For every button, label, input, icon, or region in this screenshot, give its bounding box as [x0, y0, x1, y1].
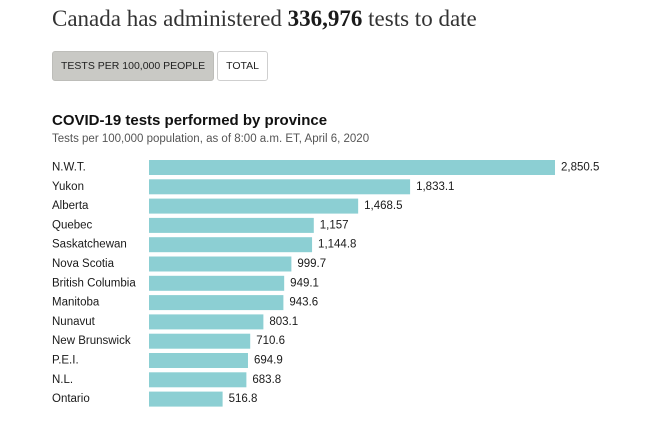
value-label: 803.1	[269, 316, 298, 328]
category-label: Manitoba	[52, 297, 100, 309]
value-label: 999.7	[297, 258, 326, 270]
bar[interactable]	[149, 179, 411, 195]
bar[interactable]	[149, 275, 285, 291]
value-label: 1,833.1	[416, 181, 454, 193]
bar[interactable]	[149, 314, 264, 330]
value-label: 943.6	[289, 297, 318, 309]
bar[interactable]	[149, 198, 359, 214]
headline: Canada has administered 336,976 tests to…	[52, 6, 477, 32]
value-label: 949.1	[290, 277, 319, 289]
value-label: 694.9	[254, 355, 283, 367]
bar[interactable]	[149, 391, 223, 407]
category-label: N.W.T.	[52, 162, 86, 174]
bar[interactable]	[149, 333, 251, 349]
category-label: Nova Scotia	[52, 258, 115, 270]
category-label: Nunavut	[52, 316, 96, 328]
headline-number: 336,976	[287, 6, 363, 31]
category-label: New Brunswick	[52, 335, 131, 347]
chart-title: COVID-19 tests performed by province	[52, 112, 328, 129]
headline-prefix: Canada has administered	[52, 6, 288, 31]
bar[interactable]	[149, 217, 314, 233]
bar[interactable]	[149, 353, 248, 368]
bar[interactable]	[149, 372, 247, 388]
bar[interactable]	[149, 295, 284, 311]
headline-suffix: tests to date	[362, 6, 477, 31]
value-label: 1,468.5	[364, 200, 402, 212]
metric-toggle: TESTS PER 100,000 PEOPLE TOTAL	[52, 51, 269, 81]
bar[interactable]	[149, 256, 292, 272]
bar[interactable]	[149, 237, 313, 253]
category-label: N.L.	[52, 374, 73, 386]
chart-subtitle: Tests per 100,000 population, as of 8:00…	[52, 133, 370, 145]
category-label: Ontario	[52, 393, 90, 405]
category-label: British Columbia	[52, 277, 136, 289]
value-label: 710.6	[256, 335, 285, 347]
per-capita-button[interactable]: TESTS PER 100,000 PEOPLE	[52, 51, 215, 81]
category-label: Saskatchewan	[52, 239, 127, 251]
total-button[interactable]: TOTAL	[217, 51, 269, 81]
category-label: P.E.I.	[52, 355, 79, 367]
value-label: 516.8	[229, 393, 258, 405]
category-label: Quebec	[52, 219, 93, 231]
value-label: 683.8	[252, 374, 281, 386]
value-label: 1,157	[320, 219, 349, 231]
category-label: Yukon	[52, 181, 84, 193]
value-label: 2,850.5	[561, 162, 599, 174]
bar[interactable]	[149, 160, 555, 175]
category-label: Alberta	[52, 200, 89, 212]
value-label: 1,144.8	[318, 239, 356, 251]
